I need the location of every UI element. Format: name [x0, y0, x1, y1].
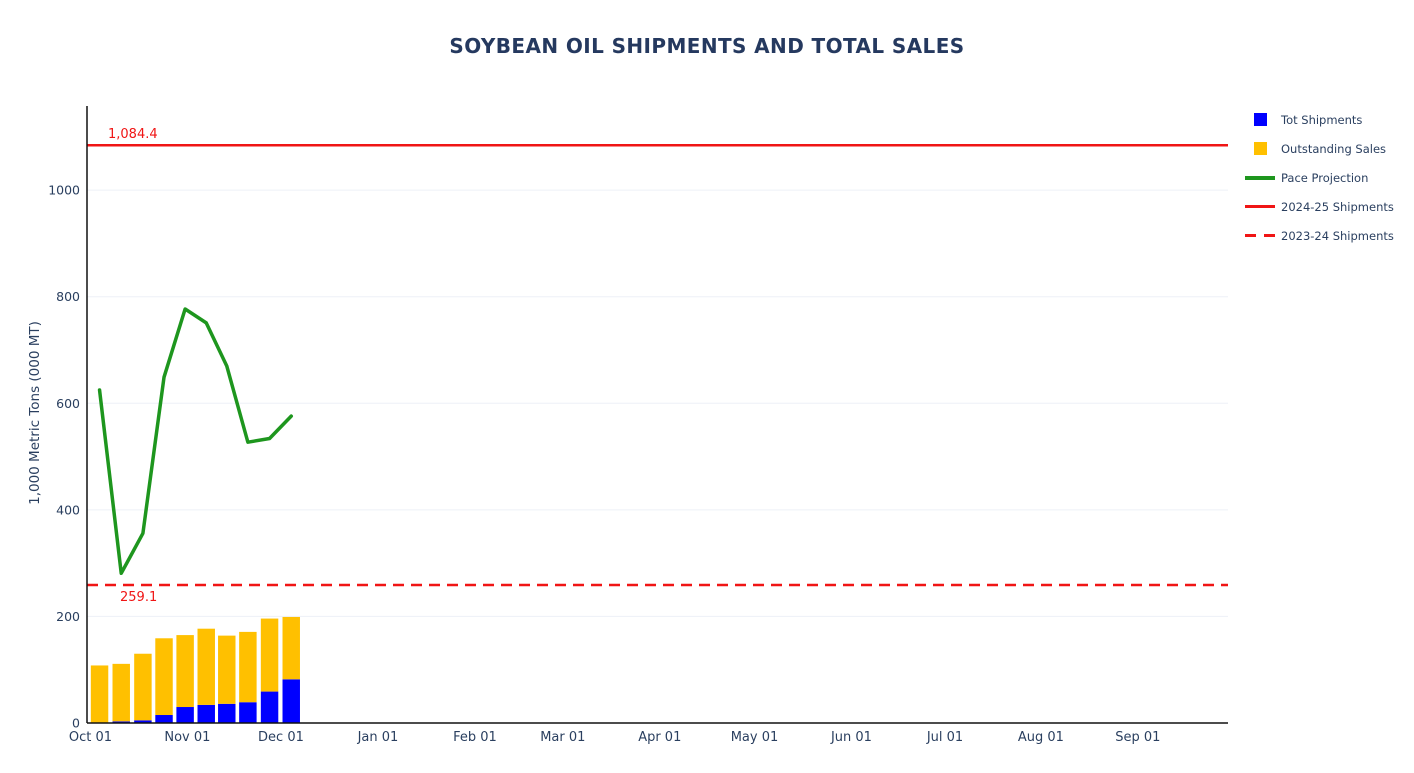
y-tick-label: 800	[56, 289, 80, 304]
bar-outstanding-sales[interactable]	[112, 663, 130, 722]
x-tick-label: Jan 01	[357, 730, 399, 745]
x-tick-label: Apr 01	[638, 730, 681, 745]
bar-tot-shipments[interactable]	[197, 704, 215, 723]
legend-item-outstanding-sales[interactable]: Outstanding Sales	[1245, 134, 1413, 163]
bar-outstanding-sales[interactable]	[282, 616, 300, 680]
y-tick-label: 0	[72, 716, 80, 731]
x-tick-label: Jun 01	[830, 730, 872, 745]
legend-square-swatch	[1254, 142, 1267, 155]
x-tick-label: Jul 01	[926, 730, 963, 745]
2024-25-shipments-label: 1,084.4	[108, 127, 158, 142]
legend-line-swatch	[1245, 175, 1275, 180]
x-tick-label: Aug 01	[1018, 730, 1064, 745]
x-tick-label: Oct 01	[69, 730, 112, 745]
y-tick-label: 400	[56, 502, 80, 517]
bar-outstanding-sales[interactable]	[260, 618, 279, 692]
bar-outstanding-sales[interactable]	[218, 635, 236, 704]
bar-outstanding-sales[interactable]	[90, 665, 109, 723]
legend-label: 2024-25 Shipments	[1281, 199, 1394, 214]
legend-label: Tot Shipments	[1281, 112, 1363, 127]
chart-title: SOYBEAN OIL SHIPMENTS AND TOTAL SALES	[449, 34, 965, 58]
bar-tot-shipments[interactable]	[282, 679, 300, 723]
bar-outstanding-sales[interactable]	[176, 635, 194, 708]
legend-item-pace-projection[interactable]: Pace Projection	[1245, 163, 1413, 192]
bar-outstanding-sales[interactable]	[239, 631, 257, 703]
bar-tot-shipments[interactable]	[155, 715, 173, 723]
x-tick-label: Dec 01	[258, 730, 304, 745]
2023-24-shipments-label: 259.1	[120, 590, 157, 605]
y-tick-label: 1000	[48, 183, 80, 198]
bar-tot-shipments[interactable]	[134, 720, 152, 723]
x-tick-label: Nov 01	[164, 730, 210, 745]
x-tick-label: Mar 01	[540, 730, 585, 745]
x-tick-label: Sep 01	[1115, 730, 1160, 745]
x-tick-label: May 01	[731, 730, 779, 745]
legend-line-swatch	[1245, 205, 1275, 208]
y-tick-label: 200	[56, 609, 80, 624]
bar-outstanding-sales[interactable]	[155, 638, 173, 716]
y-tick-label: 600	[56, 396, 80, 411]
legend-item-2023-24-shipments[interactable]: 2023-24 Shipments	[1245, 221, 1413, 250]
bar-tot-shipments[interactable]	[260, 691, 279, 723]
legend-label: Pace Projection	[1281, 170, 1369, 185]
bar-outstanding-sales[interactable]	[134, 653, 152, 721]
legend-square-swatch	[1254, 113, 1267, 126]
y-axis-title: 1,000 Metric Tons (000 MT)	[27, 321, 43, 505]
legend-dashed-swatch	[1245, 234, 1275, 237]
legend-label: 2023-24 Shipments	[1281, 228, 1394, 243]
bar-tot-shipments[interactable]	[176, 707, 194, 723]
bar-tot-shipments[interactable]	[112, 721, 130, 723]
legend-item-tot-shipments[interactable]: Tot Shipments	[1245, 105, 1413, 134]
legend-label: Outstanding Sales	[1281, 141, 1387, 156]
legend-item-2024-25-shipments[interactable]: 2024-25 Shipments	[1245, 192, 1413, 221]
pace-projection-line[interactable]	[97, 307, 293, 576]
legend: Tot Shipments Outstanding Sales Pace Proje…	[1245, 105, 1413, 250]
bar-tot-shipments[interactable]	[239, 702, 257, 723]
bar-outstanding-sales[interactable]	[197, 628, 215, 705]
bar-tot-shipments[interactable]	[218, 703, 236, 723]
x-tick-label: Feb 01	[453, 730, 497, 745]
